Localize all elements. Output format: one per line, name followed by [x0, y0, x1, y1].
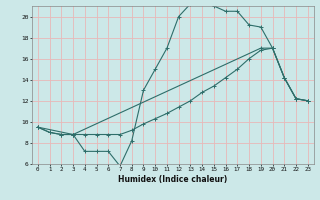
X-axis label: Humidex (Indice chaleur): Humidex (Indice chaleur) [118, 175, 228, 184]
